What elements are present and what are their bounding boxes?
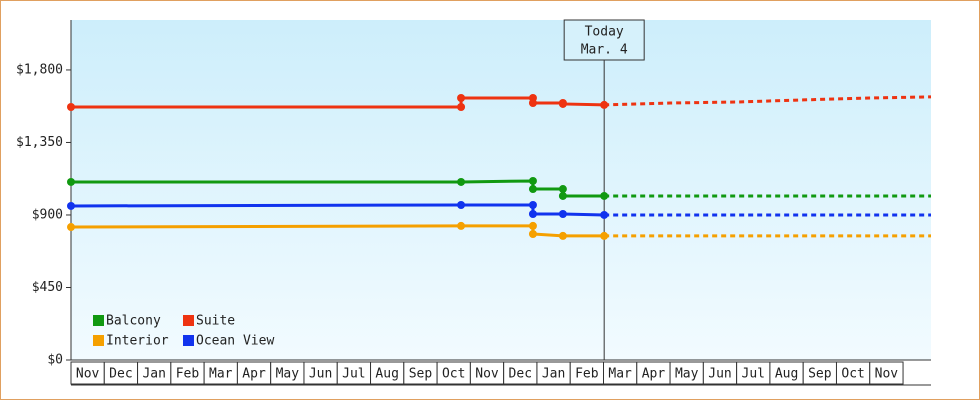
x-tick-label: Jan: [542, 367, 565, 382]
x-tick-label: Mar: [608, 367, 632, 382]
point: [528, 229, 537, 238]
point: [558, 191, 567, 200]
point: [457, 200, 466, 209]
month-cell: [869, 361, 904, 385]
legend-swatch: [183, 315, 194, 326]
y-tick-label: $1,350: [16, 135, 63, 150]
point: [600, 191, 609, 200]
point: [558, 99, 567, 108]
point: [457, 177, 466, 186]
today-box: [563, 19, 645, 61]
x-tick-label: Sep: [409, 367, 433, 382]
point: [457, 221, 466, 230]
point: [528, 210, 537, 219]
today-date: Mar. 4: [581, 43, 628, 58]
legend-label: Ocean View: [196, 334, 274, 349]
x-tick-label: Oct: [442, 367, 465, 382]
x-tick-label: Apr: [642, 367, 666, 382]
point: [67, 201, 75, 210]
point: [457, 103, 466, 112]
point: [67, 223, 75, 232]
legend-swatch: [93, 315, 104, 326]
x-tick-label: Oct: [841, 367, 864, 382]
x-tick-label: Nov: [875, 367, 899, 382]
point: [528, 200, 537, 209]
point: [67, 103, 75, 112]
point: [558, 210, 567, 219]
forecast-line: [604, 95, 932, 107]
point: [600, 210, 609, 219]
x-tick-label: Feb: [575, 367, 599, 382]
legend-swatch: [183, 335, 194, 346]
point: [528, 185, 537, 194]
point: [67, 177, 75, 186]
x-tick-label: Dec: [509, 367, 532, 382]
x-tick-label: May: [276, 367, 300, 382]
point: [600, 231, 609, 240]
x-tick-label: Jul: [342, 367, 365, 382]
x-tick-label: May: [675, 367, 699, 382]
x-tick-label: Dec: [109, 367, 132, 382]
y-tick-label: $450: [32, 280, 63, 295]
point: [600, 100, 609, 109]
x-tick-label: Sep: [808, 367, 832, 382]
series-line: [70, 224, 605, 238]
y-tick-label: $0: [47, 353, 63, 368]
plot-area: [71, 20, 931, 360]
series-line: [70, 203, 605, 217]
y-tick-label: $900: [32, 207, 63, 222]
x-tick-label: Jun: [309, 367, 332, 382]
x-tick-label: Nov: [475, 367, 499, 382]
x-tick-label: Feb: [176, 367, 200, 382]
point: [558, 231, 567, 240]
x-tick-label: Aug: [375, 367, 398, 382]
x-tick-label: Nov: [76, 367, 100, 382]
point: [457, 93, 466, 102]
x-tick-label: Jun: [708, 367, 731, 382]
legend-swatch: [93, 335, 104, 346]
x-tick-label: Aug: [775, 367, 798, 382]
point: [528, 176, 537, 185]
x-tick-label: Mar: [209, 367, 233, 382]
today-label: Today: [585, 25, 624, 40]
point: [558, 185, 567, 194]
y-tick-label: $1,800: [16, 62, 63, 77]
x-tick-label: Jan: [142, 367, 165, 382]
point: [528, 98, 537, 107]
x-tick-label: Jul: [742, 367, 765, 382]
legend-label: Balcony: [106, 314, 161, 329]
point: [528, 221, 537, 230]
legend-label: Interior: [106, 334, 169, 349]
x-tick-label: Apr: [242, 367, 266, 382]
legend-label: Suite: [196, 314, 235, 329]
